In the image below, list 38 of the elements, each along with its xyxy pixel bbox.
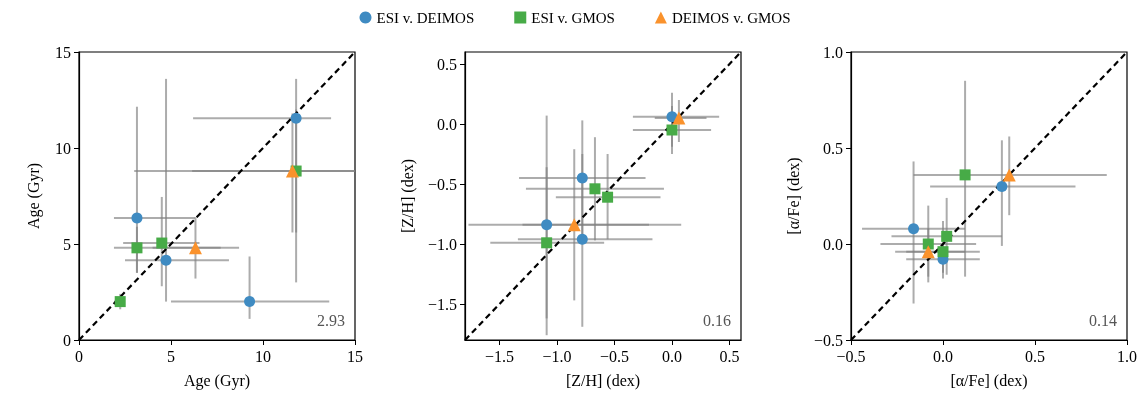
x-tick-label: 0.5 — [719, 347, 740, 365]
annotation: 2.93 — [317, 311, 345, 329]
x-tick-label: 0 — [75, 347, 83, 365]
x-tick-label: −0.5 — [836, 347, 866, 365]
x-tick-label: 0.0 — [662, 347, 682, 365]
x-axis-title: [α/Fe] (dex) — [950, 371, 1028, 390]
y-tick-label: −1.0 — [427, 235, 457, 253]
x-axis-title: Age (Gyr) — [183, 371, 251, 390]
x-tick-label: −1.5 — [484, 347, 515, 365]
y-axis-title: Age (Gyr) — [24, 162, 43, 230]
y-tick-label: −0.5 — [813, 331, 843, 349]
y-tick-label: 0.0 — [437, 115, 457, 133]
y-tick-label: 0.5 — [437, 55, 457, 73]
y-tick-label: −0.5 — [427, 175, 457, 193]
y-tick-label: 0.0 — [823, 235, 843, 253]
y-tick-label: 5 — [63, 235, 71, 253]
x-axis-title: [Z/H] (dex) — [565, 371, 641, 390]
x-tick-label: −0.5 — [599, 347, 630, 365]
annotation: 0.14 — [1089, 311, 1117, 329]
y-axis-title: [Z/H] (dex) — [398, 158, 417, 234]
x-tick-label: 1.0 — [1117, 347, 1137, 365]
x-tick-label: 5 — [167, 347, 175, 365]
y-tick-label: 15 — [55, 43, 71, 61]
y-tick-label: 0.5 — [823, 139, 843, 157]
y-tick-label: −1.5 — [427, 295, 457, 313]
x-tick-label: −1.0 — [542, 347, 572, 365]
legend-label: DEIMOS v. GMOS — [671, 9, 791, 26]
annotation: 0.16 — [703, 311, 731, 329]
legend-label: ESI v. GMOS — [531, 9, 615, 26]
x-tick-label: 0.0 — [933, 347, 953, 365]
y-tick-label: 1.0 — [823, 43, 843, 61]
legend-label: ESI v. DEIMOS — [376, 9, 475, 26]
x-tick-label: 0.5 — [1025, 347, 1045, 365]
x-tick-label: 15 — [347, 347, 363, 365]
y-axis-title: [α/Fe] (dex) — [784, 157, 803, 235]
y-tick-label: 10 — [55, 139, 71, 157]
y-tick-label: 0 — [63, 331, 71, 349]
x-tick-label: 10 — [255, 347, 271, 365]
